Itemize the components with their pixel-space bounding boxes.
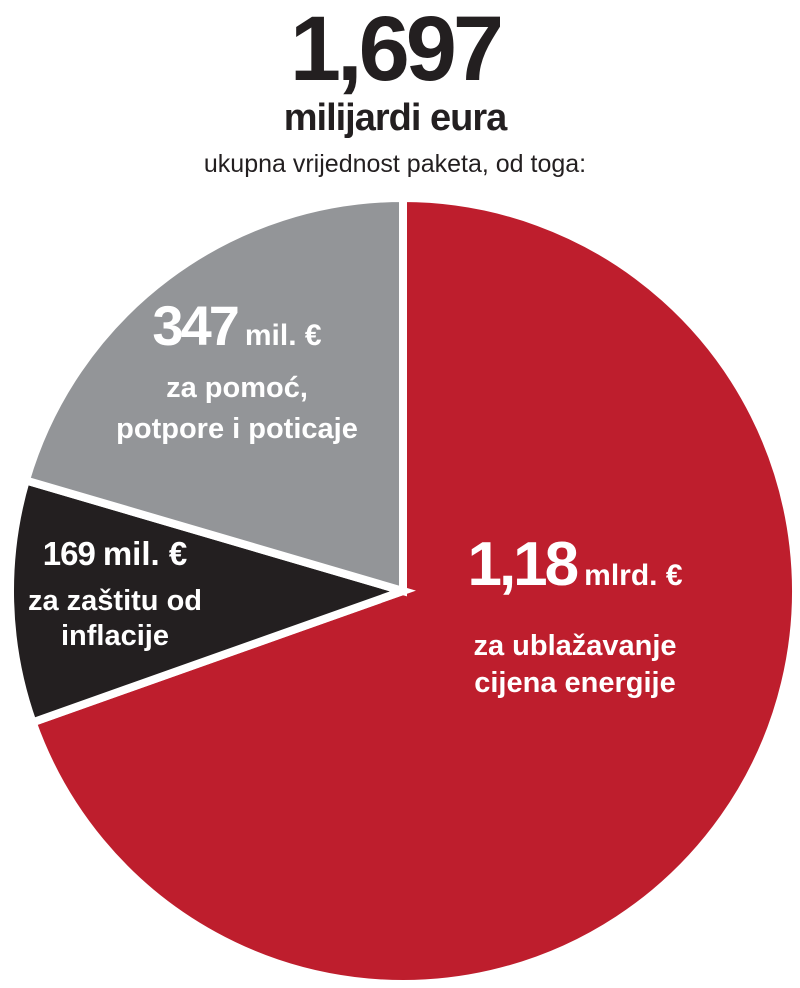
chart-note: ukupna vrijednost paketa, od toga: — [204, 150, 586, 178]
slice-label: za ublažavanje — [473, 630, 676, 662]
value-number: 347 — [152, 294, 237, 357]
value-unit: mil. € — [245, 319, 322, 352]
chart-subtitle: milijardi eura — [284, 97, 508, 139]
pie-slice — [20, 193, 407, 597]
value-unit: mlrd. € — [584, 559, 683, 592]
value-label: 169 mil. € — [43, 535, 187, 572]
slice-label: inflacije — [61, 620, 169, 652]
slice-label: potpore i poticaje — [116, 413, 358, 445]
chart-title: 1,697 — [290, 0, 501, 100]
pie-slice — [6, 475, 416, 728]
slice-label: za zaštitu od — [28, 585, 202, 617]
slice-label: cijena energije — [474, 667, 676, 699]
value-label: 347 mil. € — [152, 294, 321, 357]
slice-label: za pomoć, — [166, 372, 308, 404]
value-number: 169 — [43, 535, 96, 572]
value-label: 1,18 mlrd. € — [467, 530, 682, 599]
value-number: 1,18 — [467, 530, 577, 599]
value-unit: mil. € — [103, 535, 187, 572]
